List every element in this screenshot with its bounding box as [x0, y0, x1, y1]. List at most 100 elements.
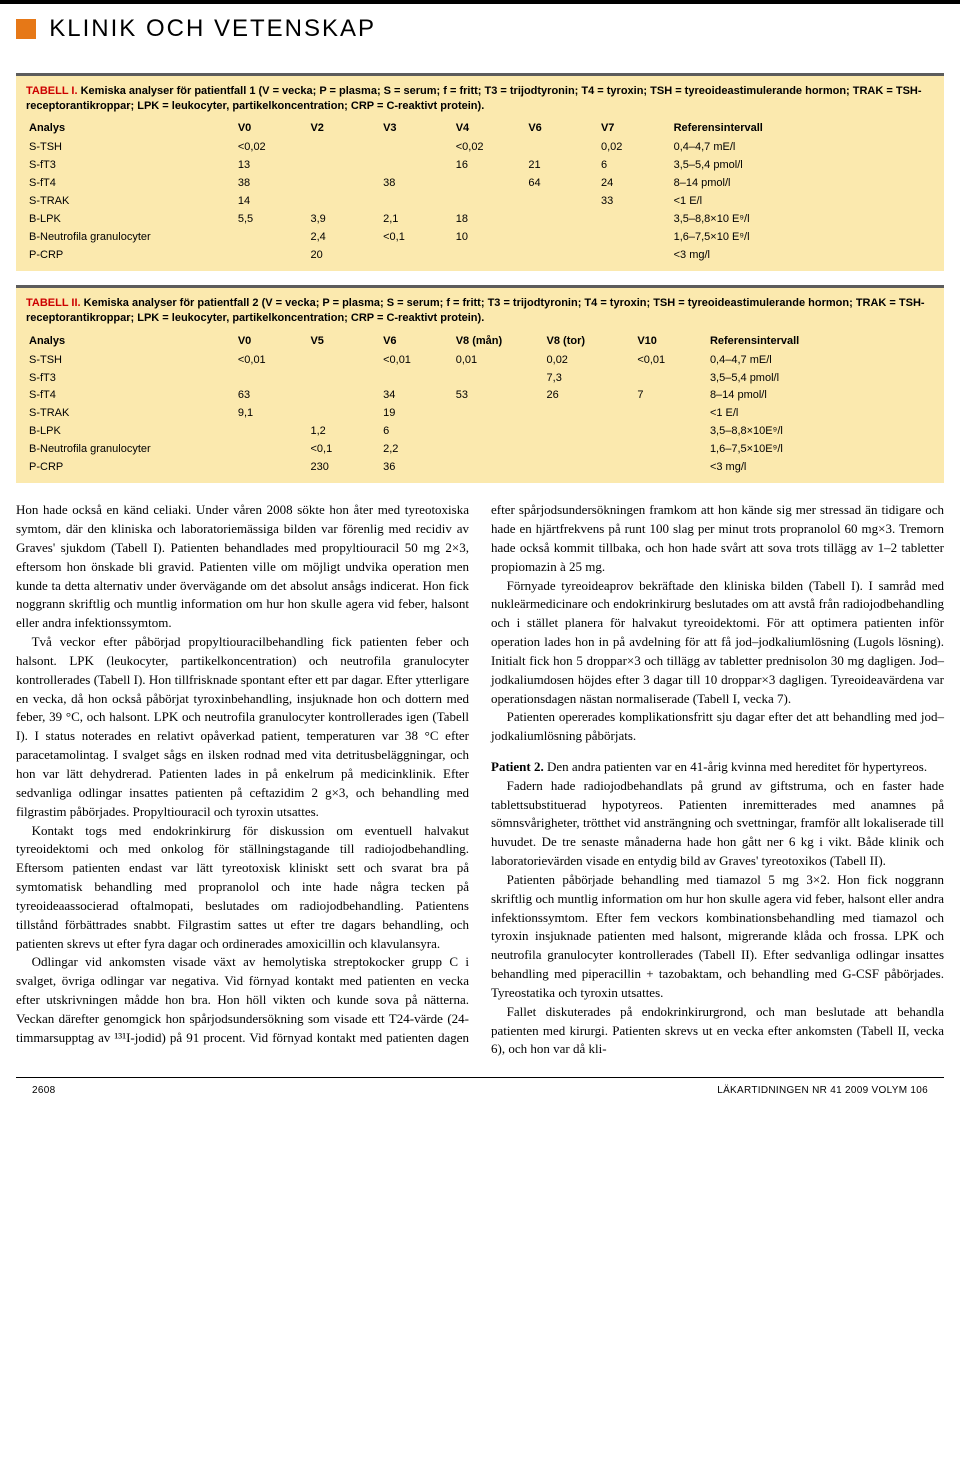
table-cell: 2,4: [307, 229, 380, 247]
table-cell: [453, 441, 544, 459]
table-cell: [634, 405, 707, 423]
table-cell: S-TRAK: [26, 405, 235, 423]
table-cell: [380, 247, 453, 265]
table-cell: [634, 423, 707, 441]
body-paragraph: Patient 2. Den andra patienten var en 41…: [491, 758, 944, 777]
table-cell: 1,6–7,5×10E⁹/l: [707, 441, 934, 459]
body-paragraph: Hon hade också en känd celiaki. Under vå…: [16, 501, 469, 633]
table-cell: [544, 423, 635, 441]
table-row: S-fT313162163,5–5,4 pmol/l: [26, 157, 934, 175]
table-cell: [380, 193, 453, 211]
table-cell: 33: [598, 193, 671, 211]
table-row: S-TSH<0,01<0,010,010,02<0,010,4–4,7 mE/l: [26, 352, 934, 370]
table-cell: [525, 139, 598, 157]
table-cell: 1,2: [307, 423, 380, 441]
table-cell: 3,9: [307, 211, 380, 229]
article-body: Hon hade också en känd celiaki. Under vå…: [0, 483, 960, 1069]
table-cell: [235, 441, 308, 459]
table-cell: [598, 229, 671, 247]
table-cell: 6: [380, 423, 453, 441]
table-cell: 7: [634, 387, 707, 405]
table-cell: 0,02: [544, 352, 635, 370]
table-cell: 34: [380, 387, 453, 405]
table-cell: 6: [598, 157, 671, 175]
table-cell: [453, 247, 526, 265]
table-1: AnalysV0V2V3V4V6V7Referensintervall S-TS…: [26, 119, 934, 265]
table-cell: [307, 157, 380, 175]
table-row: B-Neutrofila granulocyter<0,12,21,6–7,5×…: [26, 441, 934, 459]
table-cell: 38: [235, 175, 308, 193]
body-paragraph: Kontakt togs med endokrinkirurg för disk…: [16, 822, 469, 954]
col-header: Referensintervall: [671, 119, 934, 139]
table-1-title-prefix: TABELL I.: [26, 85, 78, 97]
table-cell: [307, 387, 380, 405]
col-header: V8 (mån): [453, 332, 544, 352]
table-cell: 3,5–5,4 pmol/l: [707, 370, 934, 388]
table-cell: 2,1: [380, 211, 453, 229]
col-header: V6: [380, 332, 453, 352]
table-cell: [307, 405, 380, 423]
table-cell: 14: [235, 193, 308, 211]
table-cell: [235, 459, 308, 477]
table-cell: 38: [380, 175, 453, 193]
table-cell: 36: [380, 459, 453, 477]
table-2-block: TABELL II. Kemiska analyser för patientf…: [16, 285, 944, 483]
table-cell: P-CRP: [26, 459, 235, 477]
table-cell: 21: [525, 157, 598, 175]
table-1-header-row: AnalysV0V2V3V4V6V7Referensintervall: [26, 119, 934, 139]
col-header: V0: [235, 332, 308, 352]
table-cell: <0,1: [307, 441, 380, 459]
table-row: S-TRAK9,119<1 E/l: [26, 405, 934, 423]
table-cell: 0,01: [453, 352, 544, 370]
col-header: V8 (tor): [544, 332, 635, 352]
table-1-caption-text: Kemiska analyser för patientfall 1 (V = …: [26, 85, 922, 112]
col-header: V5: [307, 332, 380, 352]
table-cell: B-LPK: [26, 211, 235, 229]
body-paragraph: Förnyade tyreoideaprov bekräftade den kl…: [491, 577, 944, 709]
col-header: V2: [307, 119, 380, 139]
table-cell: S-TSH: [26, 352, 235, 370]
table-1-caption: TABELL I. Kemiska analyser för patientfa…: [26, 84, 934, 114]
body-paragraph: Fadern hade radiojodbehandlats på grund …: [491, 777, 944, 871]
table-row: B-LPK5,53,92,1183,5–8,8×10 E⁹/l: [26, 211, 934, 229]
table-row: P-CRP23036<3 mg/l: [26, 459, 934, 477]
table-cell: 19: [380, 405, 453, 423]
table-cell: [544, 441, 635, 459]
table-2: AnalysV0V5V6V8 (mån)V8 (tor)V10Referensi…: [26, 332, 934, 478]
table-cell: 3,5–8,8×10 E⁹/l: [671, 211, 934, 229]
col-header: V7: [598, 119, 671, 139]
table-cell: 18: [453, 211, 526, 229]
table-cell: 53: [453, 387, 544, 405]
table-cell: 13: [235, 157, 308, 175]
table-cell: [544, 405, 635, 423]
table-cell: [525, 247, 598, 265]
table-cell: [307, 352, 380, 370]
body-paragraph: Patienten opererades komplikationsfritt …: [491, 708, 944, 746]
col-header: V4: [453, 119, 526, 139]
table-cell: 64: [525, 175, 598, 193]
table-cell: 0,02: [598, 139, 671, 157]
table-cell: [453, 405, 544, 423]
table-cell: S-fT4: [26, 387, 235, 405]
col-header: V10: [634, 332, 707, 352]
table-cell: [453, 459, 544, 477]
table-cell: 3,5–5,4 pmol/l: [671, 157, 934, 175]
table-cell: [598, 211, 671, 229]
table-row: S-fT46334532678–14 pmol/l: [26, 387, 934, 405]
table-row: P-CRP20<3 mg/l: [26, 247, 934, 265]
page-number: 2608: [32, 1084, 55, 1099]
table-cell: 0,4–4,7 mE/l: [671, 139, 934, 157]
table-cell: <1 E/l: [707, 405, 934, 423]
table-cell: [453, 193, 526, 211]
table-cell: B-Neutrofila granulocyter: [26, 229, 235, 247]
page-footer: 2608 LÄKARTIDNINGEN NR 41 2009 VOLYM 106: [16, 1077, 944, 1109]
table-cell: <0,01: [634, 352, 707, 370]
table-cell: [307, 175, 380, 193]
table-2-caption: TABELL II. Kemiska analyser för patientf…: [26, 296, 934, 326]
col-header: V0: [235, 119, 308, 139]
table-cell: <0,02: [453, 139, 526, 157]
table-cell: <0,01: [235, 352, 308, 370]
table-cell: <0,01: [380, 352, 453, 370]
table-cell: 63: [235, 387, 308, 405]
table-cell: [634, 370, 707, 388]
